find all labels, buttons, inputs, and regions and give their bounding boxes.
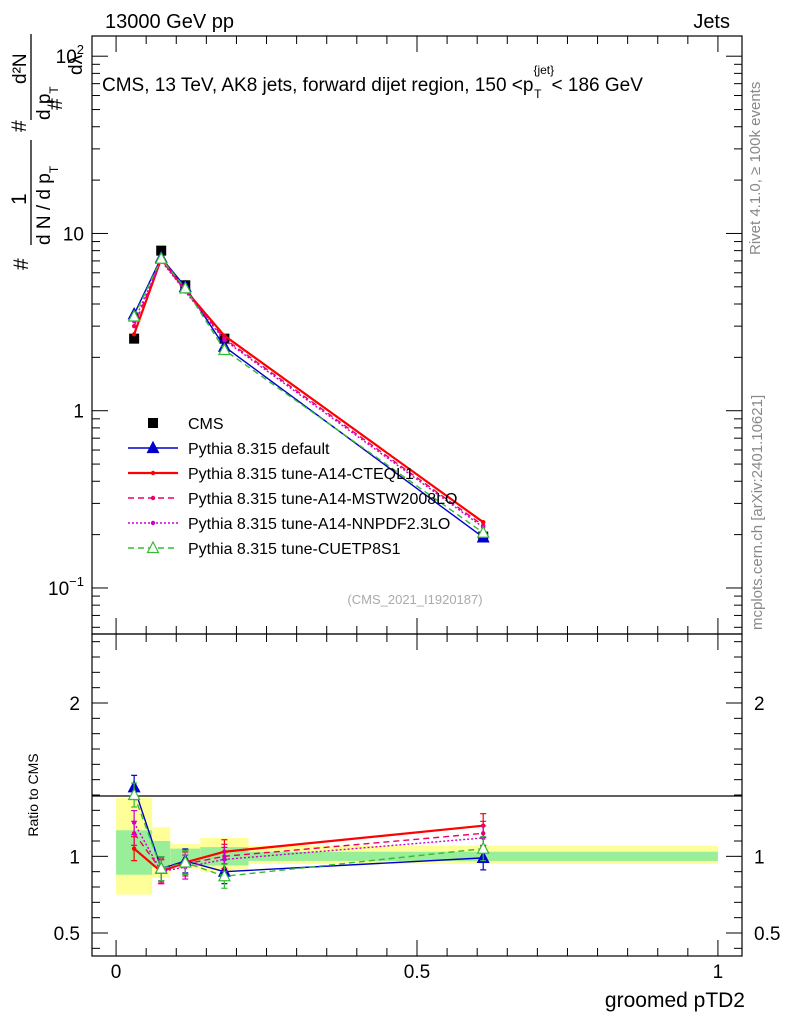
plot-title-end: < 186 GeV: [552, 75, 644, 96]
ratio-point-pythia-8-315-tune-a14-nnpdf2-3lo: [131, 820, 137, 825]
legend-label: Pythia 8.315 tune-A14-CTEQL1: [188, 466, 414, 483]
ratio-y-tick-label: 2: [69, 694, 80, 715]
legend-entry-pythia-8-315-tune-a14-cteql1: Pythia 8.315 tune-A14-CTEQL1: [128, 466, 414, 483]
ratio-point-pythia-8-315-tune-cuetp8s1: [127, 787, 141, 801]
x-tick-label: 1: [713, 962, 724, 983]
plot-title-main: CMS, 13 TeV, AK8 jets, forward dijet reg…: [102, 75, 533, 96]
x-axis-label: groomed pTD2: [605, 989, 745, 1012]
legend-label: Pythia 8.315 tune-A14-NNPDF2.3LO: [188, 516, 450, 533]
main-y-tick-label: 102: [56, 42, 84, 68]
ratio-y-tick-label: 1: [69, 847, 80, 868]
plot-title: CMS, 13 TeV, AK8 jets, forward dijet reg…: [102, 63, 643, 101]
legend-entry-pythia-8-315-tune-a14-nnpdf2-3lo: Pythia 8.315 tune-A14-NNPDF2.3LO: [128, 516, 450, 533]
main-y-tick-label: 10−1: [48, 574, 84, 600]
main-point-pythia-8-315-tune-cuetp8s1: [127, 309, 141, 322]
legend-entry-cms: CMS: [148, 416, 224, 433]
mcplots-label: mcplots.cern.ch [arXiv:2401.10621]: [749, 395, 766, 630]
ratio-panel: 0.5 0.5 1 1 2 2 0 0.5 1: [54, 633, 780, 983]
rivet-label: Rivet 4.1.0, ≥ 100k events: [747, 82, 764, 255]
ylabel-hash-mid: #: [8, 120, 31, 132]
ratio-point-pythia-8-315-tune-a14-cteql1: [131, 846, 137, 851]
ratio-y-tick-label-right: 2: [754, 694, 765, 715]
analysis-id: (CMS_2021_I1920187): [347, 592, 482, 607]
legend-label: Pythia 8.315 tune-CUETP8S1: [188, 541, 401, 558]
ratio-frame: [91, 633, 743, 957]
plot-title-sup: {jet}: [533, 63, 554, 77]
main-y-axis-label: # 1 d N / d pT # d²N d pT # dλ: [8, 34, 87, 270]
legend-label: Pythia 8.315 default: [188, 441, 330, 458]
legend-entry-pythia-8-315-default: Pythia 8.315 default: [128, 440, 330, 458]
plot-title-sub: T: [534, 87, 542, 101]
main-point-pythia-8-315-tune-a14-cteql1: [131, 332, 137, 337]
legend-label: CMS: [188, 416, 224, 433]
legend-entry-pythia-8-315-tune-a14-mstw2008lo: Pythia 8.315 tune-A14-MSTW2008LO: [128, 491, 457, 508]
ratio-point-pythia-8-315-tune-cuetp8s1: [178, 855, 192, 868]
ratio-stat-uncertainty-band: [152, 841, 171, 868]
ratio-point-pythia-8-315-tune-a14-nnpdf2-3lo: [222, 857, 227, 862]
main-series-pythia-8-315-tune-cuetp8s1: [127, 251, 490, 538]
ylabel-dn-dpt: d N / d pT: [34, 165, 61, 245]
ratio-series-pythia-8-315-tune-cuetp8s1: [127, 782, 490, 889]
x-tick-label: 0: [111, 962, 122, 983]
main-point-pythia-8-315-tune-cuetp8s1: [154, 251, 168, 264]
legend-label: Pythia 8.315 tune-A14-MSTW2008LO: [188, 491, 457, 508]
ratio-y-tick-label-right: 0.5: [754, 924, 780, 945]
main-series-lines: [127, 245, 490, 543]
main-panel: 10−1 1 10 102: [48, 35, 743, 635]
main-y-tick-label: 1: [73, 402, 84, 423]
ratio-axis-ticks: 0.5 0.5 1 1 2 2 0 0.5 1: [54, 634, 780, 983]
ratio-point-pythia-8-315-tune-cuetp8s1: [476, 841, 490, 854]
ratio-y-tick-label-right: 1: [754, 847, 765, 868]
main-series-pythia-8-315-tune-a14-cteql1: [131, 256, 486, 525]
main-y-tick-label: 10: [63, 224, 84, 245]
ylabel-hash-left: #: [10, 258, 33, 270]
ratio-series-lines: [127, 774, 490, 889]
legend-marker: [150, 470, 156, 476]
main-point-pythia-8-315-tune-cuetp8s1: [217, 342, 231, 356]
main-point-pythia-8-315-tune-a14-cteql1: [481, 520, 486, 525]
main-series-pythia-8-315-tune-a14-nnpdf2-3lo: [131, 258, 486, 530]
legend-marker: [146, 440, 160, 454]
main-point-pythia-8-315-tune-cuetp8s1: [476, 525, 490, 538]
ylabel-d2n: d²N: [10, 53, 31, 84]
ylabel-dlambda: dλ: [66, 54, 87, 75]
ratio-y-axis-label: Ratio to CMS: [25, 753, 41, 836]
legend-marker: [150, 520, 156, 526]
ylabel-hash-right: #: [44, 98, 67, 110]
legend-entry-pythia-8-315-tune-cuetp8s1: Pythia 8.315 tune-CUETP8S1: [128, 540, 401, 558]
legend-marker: [146, 540, 160, 554]
x-tick-label: 0.5: [404, 962, 430, 983]
collision-label: 13000 GeV pp: [105, 11, 234, 33]
ratio-uncertainty-bands: [116, 798, 718, 895]
ratio-point-pythia-8-315-tune-cuetp8s1: [217, 868, 231, 882]
ylabel-dpt: d pT: [34, 86, 61, 120]
main-point-pythia-8-315-tune-cuetp8s1: [178, 281, 192, 294]
main-series-pythia-8-315-tune-a14-mstw2008lo: [131, 257, 486, 528]
process-label: Jets: [693, 11, 730, 33]
ratio-y-tick-label: 0.5: [54, 924, 80, 945]
main-point-cms: [129, 333, 140, 344]
legend-marker: [148, 418, 158, 428]
main-line-pythia-8-315-tune-a14-nnpdf2-3lo: [133, 259, 484, 528]
ratio-point-pythia-8-315-tune-cuetp8s1: [154, 861, 168, 874]
main-point-pythia-8-315-tune-a14-nnpdf2-3lo: [222, 337, 227, 343]
main-point-pythia-8-315-tune-a14-mstw2008lo: [131, 323, 137, 329]
legend: CMS Pythia 8.315 default Pythia 8.315 tune…: [128, 416, 457, 558]
ylabel-one: 1: [8, 193, 31, 205]
main-axis-ticks: 10−1 1 10 102: [48, 36, 742, 634]
legend-marker: [150, 495, 156, 501]
